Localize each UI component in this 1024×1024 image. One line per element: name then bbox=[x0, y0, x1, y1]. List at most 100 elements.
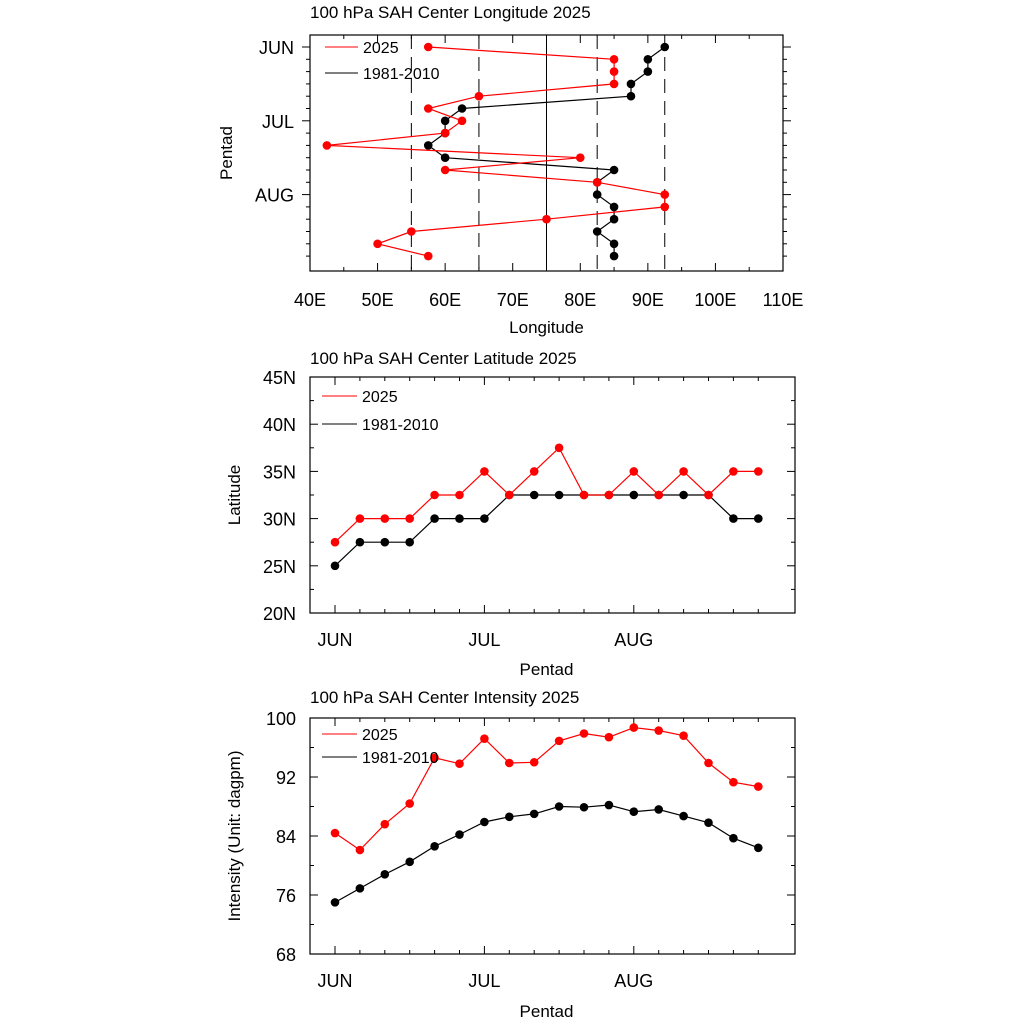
legend-label-climatology: 1981-2010 bbox=[362, 417, 439, 434]
data-point bbox=[455, 514, 464, 523]
data-point bbox=[480, 514, 489, 523]
y-tick-label: JUL bbox=[262, 112, 294, 132]
data-point bbox=[592, 190, 602, 199]
data-point bbox=[604, 490, 614, 500]
data-point bbox=[579, 729, 589, 738]
series-line bbox=[334, 494, 759, 567]
data-point bbox=[754, 467, 763, 476]
x-tick-label: 90E bbox=[632, 290, 664, 310]
legend-label-2025: 2025 bbox=[363, 40, 399, 57]
data-point bbox=[660, 42, 670, 52]
longitude-reference-lines bbox=[410, 35, 666, 271]
data-point bbox=[529, 809, 539, 819]
legend-label-climatology: 1981-2010 bbox=[363, 66, 440, 83]
x-tick-label: 60E bbox=[429, 290, 461, 310]
data-point bbox=[542, 214, 551, 224]
series-line bbox=[334, 726, 759, 851]
data-point bbox=[609, 67, 619, 76]
data-point bbox=[604, 800, 614, 810]
data-point bbox=[679, 811, 688, 821]
intensity-series bbox=[330, 723, 763, 907]
data-point bbox=[440, 116, 450, 126]
data-point bbox=[330, 898, 340, 907]
data-point bbox=[423, 141, 433, 150]
data-point bbox=[505, 758, 514, 768]
latitude-panel: 100 hPa SAH Center Latitude 2025 20N 25N 3… bbox=[225, 349, 796, 679]
y-tick-label: AUG bbox=[255, 186, 294, 206]
data-point bbox=[554, 736, 564, 746]
data-point bbox=[660, 202, 670, 212]
y-tick-label: 92 bbox=[276, 768, 296, 788]
y-tick-label: JUN bbox=[259, 38, 294, 58]
x-tick-label: JUN bbox=[318, 971, 353, 991]
data-point bbox=[423, 251, 433, 261]
longitude-legend: 2025 1981-2010 bbox=[325, 40, 440, 83]
data-point bbox=[654, 726, 663, 735]
data-point bbox=[380, 819, 390, 829]
x-tick-label: 100E bbox=[694, 290, 736, 310]
data-point bbox=[679, 490, 688, 500]
data-point bbox=[380, 514, 390, 523]
longitude-axis-ticks: 40E 50E 60E 70E 80E 90E 100E 110E JUN JUL AUG bbox=[255, 35, 803, 310]
data-point bbox=[754, 782, 763, 791]
latitude-y-axis-label: Latitude bbox=[225, 465, 244, 526]
x-tick-label: 110E bbox=[763, 290, 804, 310]
x-tick-label: JUN bbox=[318, 630, 353, 650]
y-tick-label: 20N bbox=[263, 604, 296, 624]
data-point bbox=[373, 239, 382, 249]
data-point bbox=[455, 759, 464, 769]
data-point bbox=[609, 55, 619, 64]
intensity-axis-ticks: 68 76 84 92 100 JUN JUL AUG bbox=[266, 709, 795, 991]
y-tick-label: 35N bbox=[263, 462, 296, 482]
data-point bbox=[604, 732, 614, 742]
data-point bbox=[430, 753, 439, 763]
data-point bbox=[592, 227, 602, 236]
data-point bbox=[480, 467, 489, 476]
y-tick-label: 45N bbox=[263, 368, 296, 388]
data-point bbox=[629, 490, 639, 500]
data-point bbox=[430, 842, 439, 851]
x-tick-label: AUG bbox=[614, 630, 653, 650]
data-point bbox=[579, 490, 589, 500]
data-point bbox=[330, 561, 340, 571]
longitude-y-axis-label: Pentad bbox=[217, 126, 236, 180]
y-tick-label: 76 bbox=[276, 886, 296, 906]
data-point bbox=[654, 805, 663, 814]
data-point bbox=[405, 537, 415, 547]
data-point bbox=[609, 79, 619, 89]
data-point bbox=[609, 214, 619, 224]
y-tick-label: 68 bbox=[276, 945, 296, 965]
data-point bbox=[480, 734, 489, 743]
x-tick-label: JUL bbox=[468, 630, 500, 650]
x-tick-label: 40E bbox=[294, 290, 326, 310]
data-point bbox=[505, 812, 514, 822]
data-point bbox=[609, 165, 619, 175]
data-point bbox=[407, 227, 416, 236]
data-point bbox=[455, 490, 464, 500]
data-point bbox=[704, 490, 713, 500]
data-point bbox=[626, 79, 636, 89]
data-point bbox=[457, 104, 467, 113]
data-point bbox=[729, 514, 738, 523]
data-point bbox=[322, 141, 332, 150]
data-point bbox=[679, 467, 688, 476]
longitude-series bbox=[322, 42, 670, 261]
data-point bbox=[660, 190, 670, 199]
data-point bbox=[405, 799, 415, 808]
data-point bbox=[380, 870, 390, 879]
data-point bbox=[474, 91, 484, 101]
data-point bbox=[704, 758, 713, 768]
data-point bbox=[575, 153, 585, 162]
data-point bbox=[380, 537, 390, 547]
data-point bbox=[554, 490, 564, 500]
data-point bbox=[754, 514, 763, 523]
intensity-chart-title: 100 hPa SAH Center Intensity 2025 bbox=[310, 688, 579, 707]
data-point bbox=[505, 490, 514, 500]
data-point bbox=[423, 104, 433, 113]
data-point bbox=[629, 807, 639, 816]
legend-label-2025: 2025 bbox=[362, 727, 398, 744]
data-point bbox=[679, 731, 688, 740]
data-point bbox=[554, 443, 564, 453]
data-point bbox=[430, 514, 439, 523]
data-point bbox=[355, 537, 365, 547]
